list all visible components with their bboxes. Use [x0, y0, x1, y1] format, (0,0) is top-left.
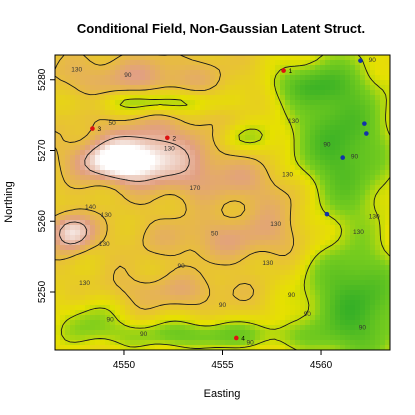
y-tick-label: 5280: [37, 68, 48, 91]
red-point: [233, 335, 239, 341]
contour-label: 90: [369, 57, 377, 64]
contour-label: 90: [359, 324, 367, 331]
point-label: 3: [97, 126, 101, 133]
red-point: [90, 126, 95, 131]
point-label: 4: [241, 335, 245, 342]
contour-label: 130: [99, 241, 110, 248]
contour-label: 130: [262, 260, 273, 267]
contour-label: 90: [219, 302, 227, 309]
contour-label: 50: [211, 230, 219, 237]
blue-point: [364, 131, 369, 136]
blue-point: [340, 155, 346, 160]
x-tick-label: 4560: [310, 360, 333, 371]
contour-label: 90: [351, 153, 359, 160]
contour-label: 130: [288, 118, 299, 125]
red-point: [165, 135, 170, 141]
contour-label: 130: [369, 213, 380, 220]
contour-label: 130: [282, 172, 293, 179]
plot-area: 1309013090905013017013090140130501301301…: [55, 55, 390, 350]
contour-label: 130: [270, 221, 281, 228]
contour-lines: [55, 55, 390, 350]
red-point: [281, 68, 286, 73]
contour-label: 90: [107, 317, 115, 324]
contour-label: 140: [85, 204, 96, 211]
blue-point: [324, 211, 330, 217]
contour-label: 130: [101, 212, 112, 219]
contour-label: 90: [304, 311, 312, 318]
blue-point: [362, 121, 367, 126]
contour-label: 50: [109, 120, 117, 127]
point-label: 1: [289, 68, 293, 75]
chart-title: Conditional Field, Non-Gaussian Latent S…: [77, 21, 365, 36]
x-axis-label: Easting: [204, 388, 241, 400]
contour-label: 130: [164, 146, 175, 153]
contour-label: 90: [288, 292, 296, 299]
y-axis-label: Northing: [3, 181, 15, 223]
contour-label: 130: [79, 280, 90, 287]
x-tick-label: 4555: [211, 360, 234, 371]
contour-labels: 1309013090905013017013090140130501301301…: [71, 57, 380, 346]
x-tick-label: 4550: [113, 360, 136, 371]
field-raster: [55, 55, 390, 350]
contour-label: 90: [178, 263, 186, 270]
contour-label: 90: [246, 339, 254, 346]
observation-points: 1 2 3 4: [90, 58, 369, 342]
contour-label: 90: [124, 72, 132, 79]
contour-label: 90: [140, 331, 148, 338]
contour-label: 130: [71, 66, 82, 73]
contour-label: 130: [353, 229, 364, 236]
x-axis: 4550 4555 4560: [113, 350, 333, 371]
contour-path: [55, 55, 390, 350]
point-label: 2: [172, 135, 176, 142]
y-axis: 5250 5260 5270 5280: [37, 68, 55, 303]
y-tick-label: 5250: [37, 280, 48, 303]
blue-point: [358, 58, 363, 63]
y-tick-label: 5260: [37, 210, 48, 233]
contour-label: 170: [189, 185, 200, 192]
y-tick-label: 5270: [37, 139, 48, 162]
contour-label: 90: [323, 141, 331, 148]
